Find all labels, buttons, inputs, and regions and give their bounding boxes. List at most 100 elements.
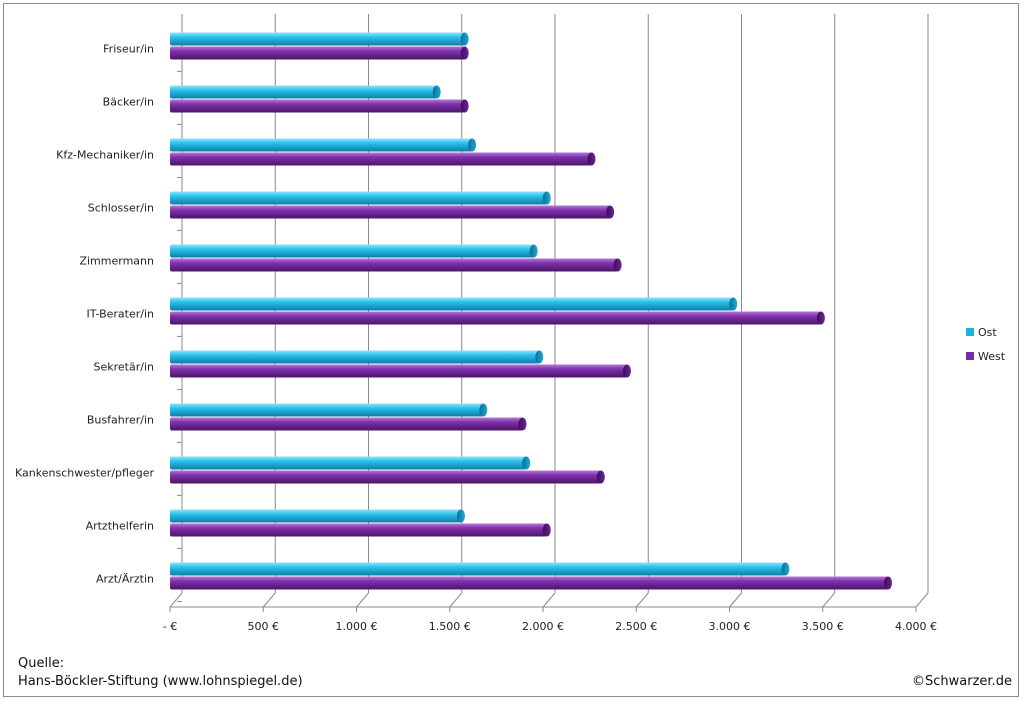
x-tick-label: 3.500 € — [802, 620, 844, 633]
bar-ost — [170, 562, 790, 576]
bar-cap — [529, 244, 538, 258]
bar-cap — [542, 523, 551, 537]
bar-ost — [170, 138, 477, 152]
bar-west — [170, 364, 631, 378]
bar-cap — [479, 403, 488, 417]
bar-body — [170, 417, 523, 431]
x-tick-label: 1.000 € — [336, 620, 378, 633]
bar-body — [170, 85, 437, 99]
bar-west — [170, 205, 615, 219]
bar-west — [170, 46, 469, 60]
bar-cap — [522, 456, 531, 470]
category-label: Kfz-Mechaniker/in — [56, 149, 154, 162]
x-tick-label: 3.000 € — [709, 620, 751, 633]
bar-body — [170, 470, 601, 484]
floor-line — [169, 592, 183, 608]
bar-cap — [460, 99, 469, 113]
bar-cap — [460, 46, 469, 60]
bar-ost — [170, 456, 531, 470]
category-label: Zimmermann — [79, 255, 154, 268]
bar-body — [170, 152, 592, 166]
bar-body — [170, 138, 473, 152]
bar-body — [170, 244, 534, 258]
bar-west — [170, 99, 469, 113]
bar-cap — [613, 258, 622, 272]
bar-cap — [432, 85, 441, 99]
bar-cap — [518, 417, 527, 431]
bar-body — [170, 191, 547, 205]
bar-ost — [170, 403, 488, 417]
category-label: Friseur/in — [103, 43, 154, 56]
bar-body — [170, 32, 465, 46]
bar-ost — [170, 350, 544, 364]
bar-cap — [542, 191, 551, 205]
x-tick-label: 2.000 € — [522, 620, 564, 633]
bar-ost — [170, 509, 465, 523]
bar-cap — [606, 205, 615, 219]
bar-west — [170, 417, 527, 431]
x-tick-label: - € — [163, 620, 177, 633]
bar-ost — [170, 85, 441, 99]
bar-body — [170, 311, 821, 325]
floor-line — [729, 592, 742, 608]
category-label: Artzthelferin — [86, 520, 154, 533]
bar-body — [170, 576, 889, 590]
bar-west — [170, 258, 622, 272]
bar-cap — [729, 297, 738, 311]
x-tick-label: 2.500 € — [615, 620, 657, 633]
bar-body — [170, 258, 618, 272]
bar-body — [170, 523, 547, 537]
x-tick-label: 500 € — [248, 620, 280, 633]
bar-west — [170, 311, 825, 325]
category-label: Arzt/Ärztin — [96, 573, 154, 586]
floor-line — [822, 592, 836, 608]
bar-body — [170, 297, 734, 311]
bar-cap — [535, 350, 544, 364]
bar-west — [170, 470, 605, 484]
bar-cap — [460, 32, 469, 46]
legend-swatch-west — [966, 352, 974, 360]
bar-cap — [596, 470, 605, 484]
bar-ost — [170, 244, 538, 258]
source-label: Quelle: — [18, 656, 65, 671]
bar-body — [170, 509, 461, 523]
x-tick-label: 4.000 € — [895, 620, 937, 633]
bar-body — [170, 456, 527, 470]
bar-ost — [170, 32, 469, 46]
category-label: IT-Berater/in — [87, 308, 154, 321]
copyright: ©Schwarzer.de — [912, 674, 1012, 689]
floor-line — [356, 592, 369, 608]
bar-body — [170, 562, 786, 576]
category-label: Schlosser/in — [88, 202, 154, 215]
bar-body — [170, 99, 465, 113]
bar-cap — [468, 138, 477, 152]
bar-cap — [587, 152, 596, 166]
floor-line — [635, 592, 649, 608]
category-label: Bäcker/in — [103, 96, 154, 109]
bar-cap — [884, 576, 893, 590]
bar-cap — [622, 364, 631, 378]
legend-label-west: West — [978, 350, 1006, 363]
x-tick-label: 1.500 € — [429, 620, 471, 633]
bar-ost — [170, 297, 738, 311]
category-label: Kankenschwester/pfleger — [15, 467, 154, 480]
category-label: Busfahrer/in — [87, 414, 154, 427]
bar-west — [170, 523, 551, 537]
bar-body — [170, 46, 465, 60]
bar-west — [170, 576, 893, 590]
bar-body — [170, 350, 540, 364]
category-label: Sekretär/in — [94, 361, 155, 374]
bar-body — [170, 364, 627, 378]
bar-body — [170, 205, 611, 219]
floor-line — [262, 592, 276, 608]
floor-line — [449, 592, 463, 608]
source-text: Hans-Böckler-Stiftung (www.lohnspiegel.d… — [18, 674, 303, 689]
bar-body — [170, 403, 484, 417]
bar-cap — [781, 562, 790, 576]
floor-line — [915, 592, 929, 608]
legend-swatch-ost — [966, 328, 974, 336]
bar-west — [170, 152, 596, 166]
bar-cap — [456, 509, 465, 523]
bar-ost — [170, 191, 551, 205]
